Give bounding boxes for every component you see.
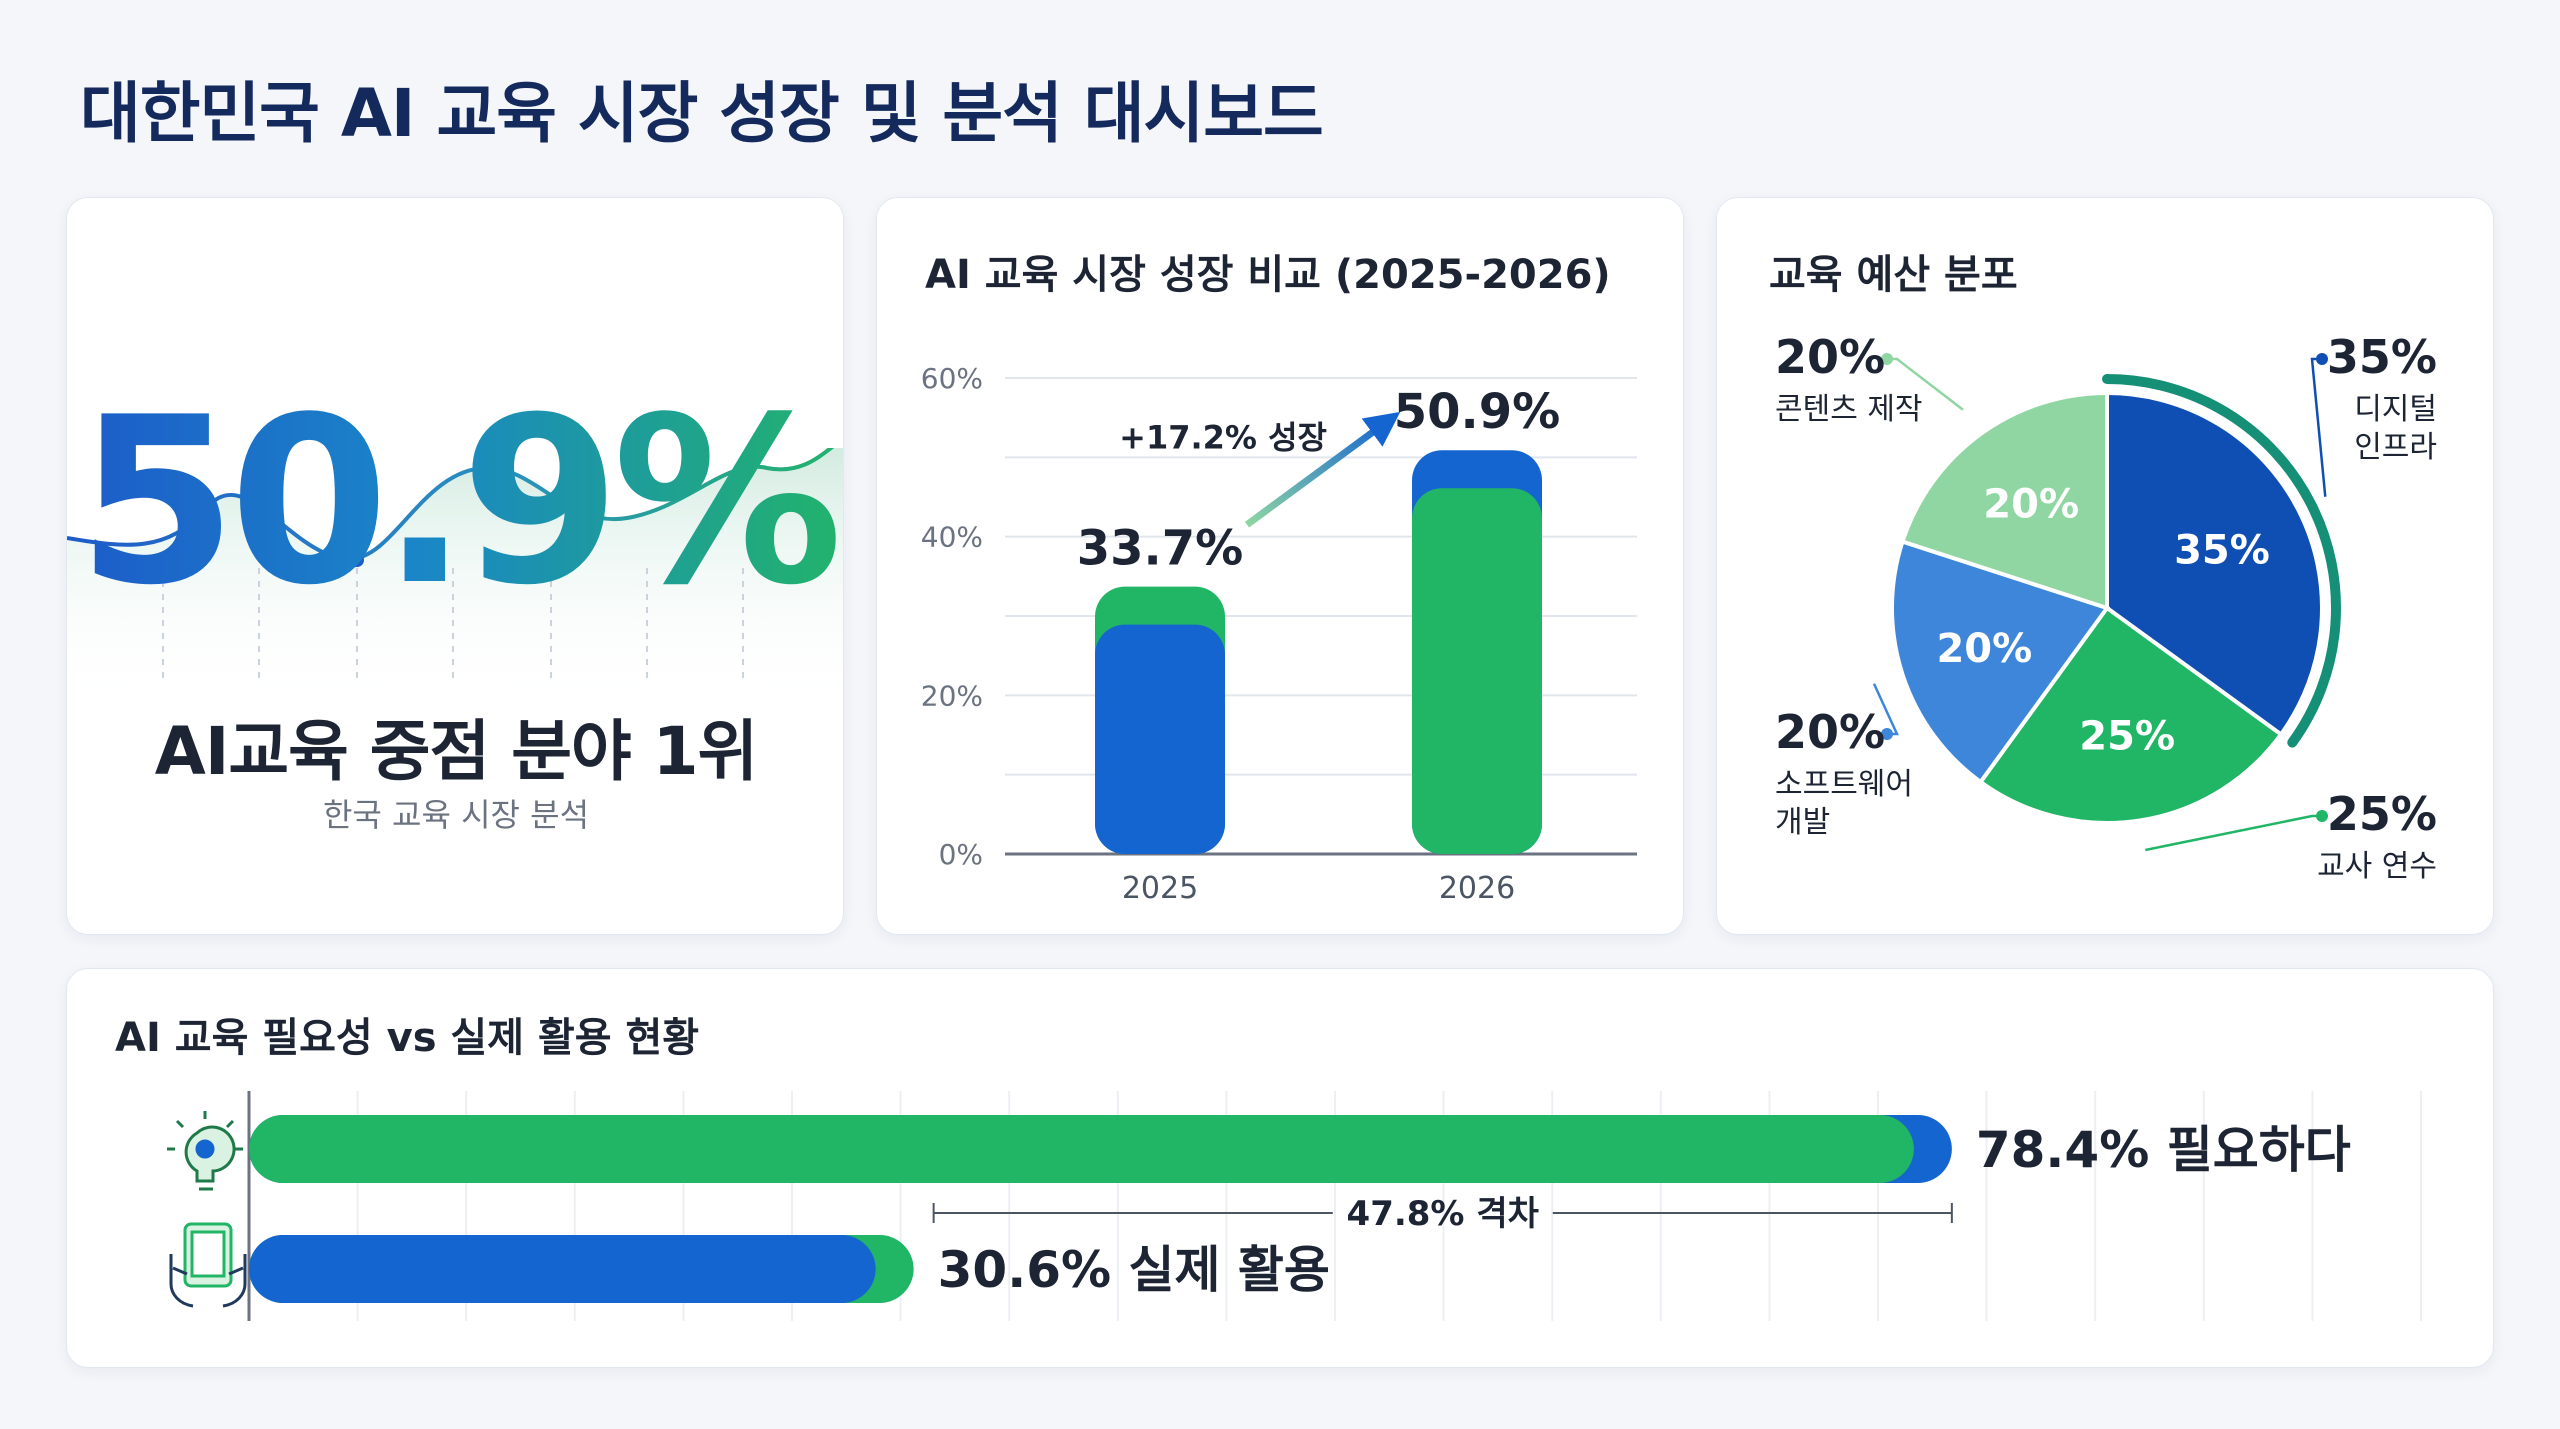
pie-outer-label: 콘텐츠 제작 [1775, 392, 1923, 427]
pie-outer-label: 소프트웨어 [1775, 767, 1913, 802]
pie-outer-pct: 20% [1775, 330, 1885, 384]
y-tick-label: 0% [939, 838, 983, 871]
pie-slice-pct: 20% [1936, 626, 2032, 672]
kpi-subtitle: 한국 교육 시장 분석 [322, 796, 590, 834]
pie-slice-pct: 20% [1983, 482, 2079, 528]
bar-value-label: 50.9% [1394, 384, 1561, 440]
growth-chart-card: AI 교육 시장 성장 비교 (2025-2026) 0% 20% 40% 60% 33… [876, 197, 1684, 935]
page-title: 대한민국 AI 교육 시장 성장 및 분석 대시보드 [80, 75, 1324, 152]
pie-leader-dot [1881, 353, 1893, 365]
pie-leader-line [2145, 814, 2322, 852]
bar-2026 [1412, 488, 1542, 854]
y-tick-label: 60% [921, 362, 983, 395]
kpi-wave-decoration [67, 448, 843, 708]
pie-slice [1977, 605, 2284, 825]
hands-tablet-icon [169, 1222, 247, 1308]
pie-outer-pct: 35% [2327, 330, 2437, 384]
pie-slice-pct: 35% [2174, 527, 2270, 573]
bar-value-label: 33.7% [1077, 521, 1244, 577]
pie-slice [1890, 539, 2111, 785]
pie-leader-dot [2316, 810, 2328, 822]
pie-leader-line [2310, 357, 2327, 497]
growth-annotation: +17.2% 성장 [1119, 418, 1327, 456]
hbar-value-label: 78.4% 필요하다 [1976, 1121, 2351, 1179]
y-tick-label: 40% [921, 521, 983, 554]
budget-pie-card: 교육 예산 분포 35% 35% 디지털 인프라 25% 25% 교사 연수 20% 20% 소프… [1716, 197, 2494, 935]
gap-label: 47.8% 격차 [1347, 1194, 1539, 1234]
pie-highlight-arc [2102, 374, 2341, 748]
x-tick-label: 2026 [1439, 871, 1515, 906]
pie-slice [2105, 390, 2324, 738]
budget-pie-title: 교육 예산 분포 [1769, 252, 2018, 298]
gap-chart-title: AI 교육 필요성 vs 실제 활용 현황 [115, 1015, 700, 1061]
pie-outer-pct: 20% [1775, 705, 1885, 759]
pie-leader-dot [1881, 728, 1893, 740]
growth-bar-chart: 0% 20% 40% 60% 33.7% 2025 50.9% 2026 +17.2% 성장 [921, 362, 1637, 906]
pie-slice-pct: 25% [2079, 713, 2175, 759]
kpi-value: 50.9% [67, 388, 843, 618]
pie-outer-pct: 25% [2327, 787, 2437, 841]
x-tick-label: 2025 [1122, 871, 1198, 906]
pie-outer-label: 인프라 [2354, 430, 2437, 465]
hbar-use [249, 1235, 876, 1303]
pie-leader-dot [2316, 353, 2328, 365]
growth-chart-title: AI 교육 시장 성장 비교 (2025-2026) [925, 252, 1611, 298]
hbar-value-label: 30.6% 실제 활용 [938, 1241, 1330, 1299]
bar-2025 [1095, 624, 1225, 854]
lightbulb-gear-icon [167, 1111, 243, 1191]
gap-bar-chart: 78.4% 필요하다 30.6% 실제 활용 47.8% 격차 [167, 1091, 2422, 1321]
pie-outer-label: 교사 연수 [2317, 849, 2437, 884]
y-tick-label: 20% [921, 679, 983, 712]
pie-outer-label: 개발 [1775, 805, 1830, 840]
pie-outer-label: 디지털 [2354, 392, 2437, 427]
kpi-rank-label: AI교육 중점 분야 1위 [154, 713, 759, 790]
gap-chart-card: AI 교육 필요성 vs 실제 활용 현황 78.4% 필요하다 30.6% 실제… [66, 968, 2494, 1368]
kpi-card: 50.9% AI교육 중점 분야 1위 한국 교육 시장 분석 [66, 197, 844, 935]
hbar-need [249, 1115, 1914, 1183]
growth-arrow [1244, 411, 1401, 528]
pie-slice [1900, 390, 2109, 611]
